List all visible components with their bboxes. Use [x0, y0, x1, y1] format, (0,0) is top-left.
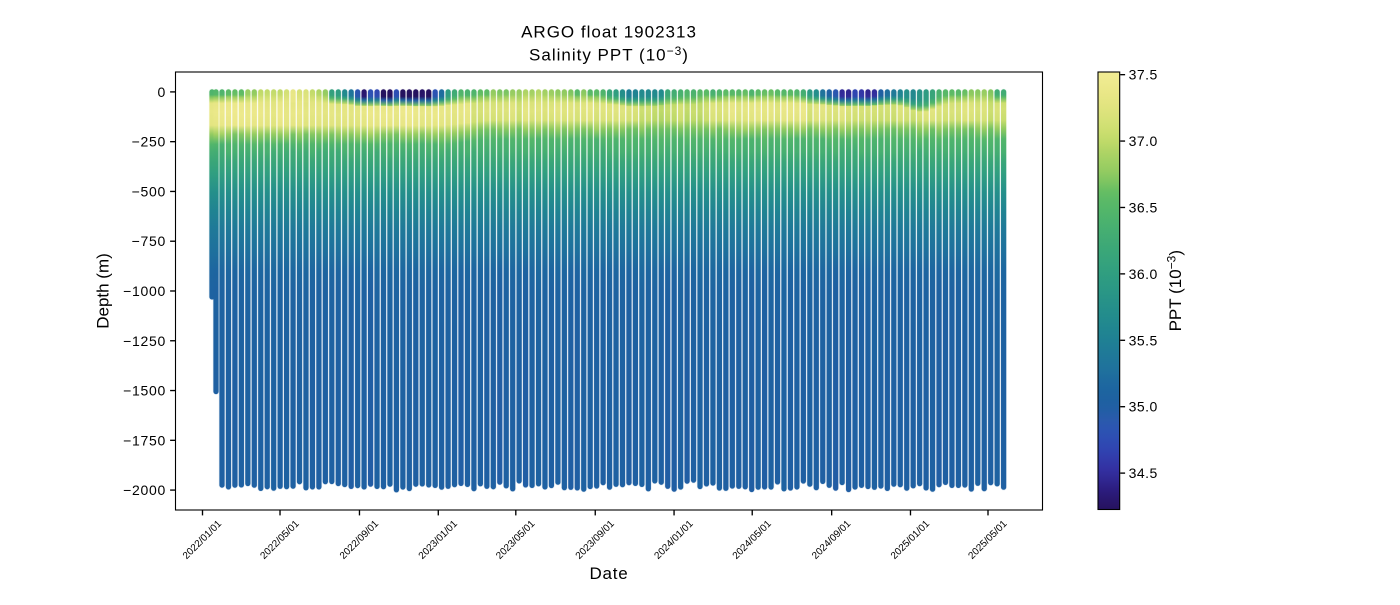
- svg-text:−500: −500: [132, 183, 166, 199]
- svg-text:−1500: −1500: [123, 383, 166, 399]
- svg-text:34.5: 34.5: [1129, 465, 1158, 481]
- svg-text:−250: −250: [132, 134, 166, 150]
- svg-text:−1000: −1000: [123, 283, 166, 299]
- svg-text:−750: −750: [132, 233, 166, 249]
- svg-text:37.5: 37.5: [1129, 67, 1158, 83]
- svg-text:−1750: −1750: [123, 432, 166, 448]
- svg-text:ARGO float 1902313: ARGO float 1902313: [521, 23, 697, 42]
- svg-text:Salinity PPT (10−3): Salinity PPT (10−3): [529, 44, 689, 65]
- svg-text:35.0: 35.0: [1129, 399, 1158, 415]
- svg-text:Depth (m): Depth (m): [94, 253, 113, 329]
- svg-text:−2000: −2000: [123, 482, 166, 498]
- svg-text:35.5: 35.5: [1129, 332, 1158, 348]
- svg-text:−1250: −1250: [123, 333, 166, 349]
- svg-text:PPT (10−3): PPT (10−3): [1165, 250, 1186, 331]
- svg-text:37.0: 37.0: [1129, 133, 1158, 149]
- svg-text:36.5: 36.5: [1129, 199, 1158, 215]
- svg-text:36.0: 36.0: [1129, 266, 1158, 282]
- svg-text:Date: Date: [589, 564, 628, 583]
- svg-text:0: 0: [158, 84, 167, 100]
